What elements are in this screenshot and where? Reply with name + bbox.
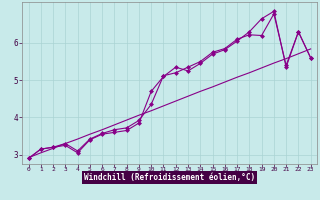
X-axis label: Windchill (Refroidissement éolien,°C): Windchill (Refroidissement éolien,°C) [84, 173, 255, 182]
